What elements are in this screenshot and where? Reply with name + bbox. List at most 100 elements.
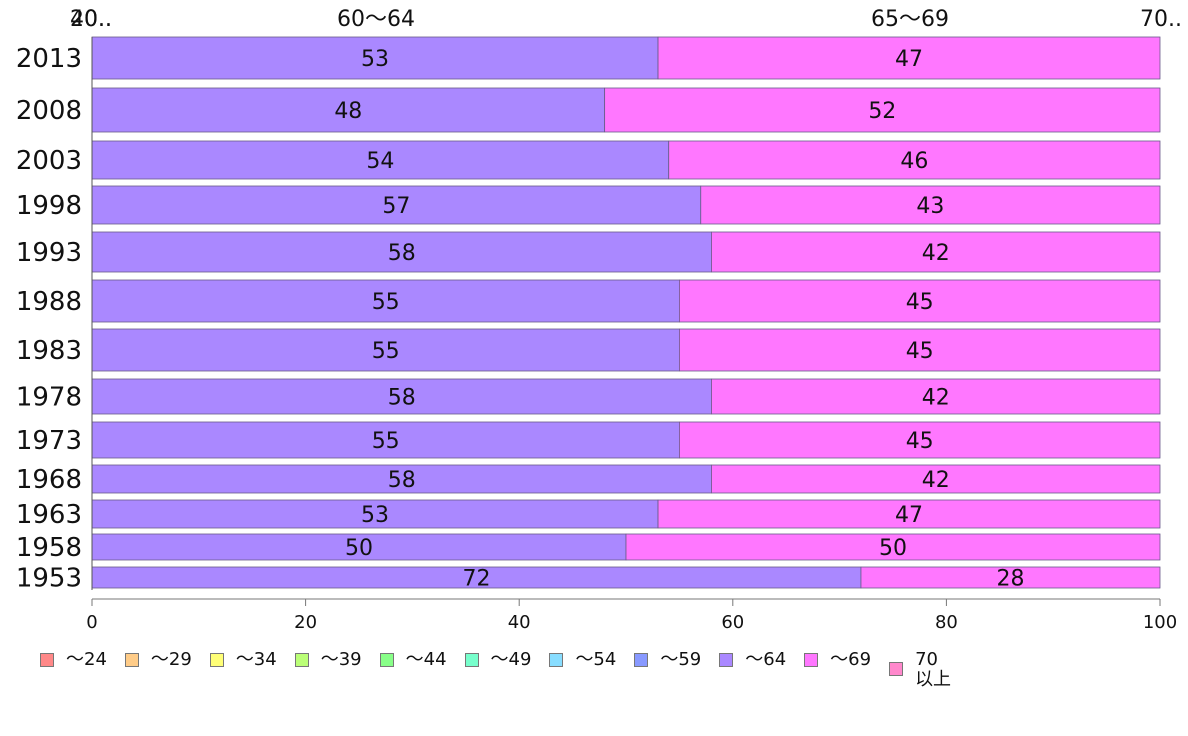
legend-swatch xyxy=(379,653,394,667)
x-tick-label: 80 xyxy=(935,612,958,633)
legend-item: 〜39 xyxy=(294,649,362,670)
data-label-1983-series-1: 45 xyxy=(906,339,934,364)
bar-2008-series-1 xyxy=(604,87,1161,133)
legend-label: 〜39 xyxy=(320,649,362,670)
bar-1963-series-0 xyxy=(91,499,659,529)
legend-swatch xyxy=(294,653,309,667)
bar-1958-series-0 xyxy=(91,533,627,561)
data-label-1958-series-0: 50 xyxy=(345,536,373,561)
legend-label: 〜64 xyxy=(745,649,787,670)
top-series-label: 60〜64 xyxy=(337,7,415,32)
data-label-1988-series-0: 55 xyxy=(372,290,400,315)
data-label-2003-series-1: 46 xyxy=(900,149,928,174)
legend: 〜24 〜29 〜34 〜39 〜44 〜49 〜54 〜59 〜64 〜69 70 以上 xyxy=(40,650,969,690)
stacked-bar-chart: 20..40.. 60〜64 65〜69 70.. 53 47 48 52 54 46 57 43 5… xyxy=(16,7,1182,633)
y-tick-label: 1978 xyxy=(16,383,82,413)
bars: 53 47 48 52 54 46 57 43 58 42 55 45 55 45 58 42 55 45 58 42… xyxy=(91,36,1161,592)
legend-item: 〜44 xyxy=(379,649,447,670)
data-label-1993-series-0: 58 xyxy=(388,241,416,266)
data-label-1963-series-1: 47 xyxy=(895,503,923,528)
legend-swatch xyxy=(889,662,904,676)
top-series-label: 40.. xyxy=(70,7,112,32)
bar-2008-series-0 xyxy=(91,87,606,133)
bar-1988-series-0 xyxy=(91,279,680,323)
data-label-2008-series-0: 48 xyxy=(334,99,362,124)
legend-swatch xyxy=(719,653,734,667)
data-label-1993-series-1: 42 xyxy=(922,241,950,266)
data-label-1963-series-0: 53 xyxy=(361,503,389,528)
y-tick-label: 1988 xyxy=(16,287,82,317)
legend-swatch xyxy=(124,653,139,667)
bar-2013-series-1 xyxy=(657,36,1161,80)
x-tick-label: 20 xyxy=(294,612,317,633)
legend-label: 〜59 xyxy=(660,649,702,670)
x-tick-label: 0 xyxy=(86,612,97,633)
legend-item: 〜24 xyxy=(40,650,107,670)
x-tick-label: 40 xyxy=(508,612,531,633)
data-label-1998-series-1: 43 xyxy=(916,194,944,219)
legend-item: 〜64 xyxy=(719,650,786,670)
top-series-label: 70.. xyxy=(1140,7,1182,32)
legend-item: 〜49 xyxy=(464,649,532,670)
legend-item: 〜69 xyxy=(804,650,871,670)
legend-label: 〜54 xyxy=(575,649,617,670)
y-tick-label: 1968 xyxy=(16,465,82,495)
bar-1978-series-1 xyxy=(711,378,1161,415)
data-label-1983-series-0: 55 xyxy=(372,339,400,364)
bar-2003-series-1 xyxy=(668,140,1161,180)
legend-item: 〜59 xyxy=(634,650,701,670)
bar-1998-series-1 xyxy=(700,185,1161,225)
data-label-1988-series-1: 45 xyxy=(906,290,934,315)
data-label-1953-series-0: 72 xyxy=(462,567,490,592)
data-label-1978-series-1: 42 xyxy=(922,386,950,411)
y-tick-label: 1993 xyxy=(16,238,82,268)
legend-label: 〜44 xyxy=(405,649,447,670)
bar-1968-series-1 xyxy=(711,464,1161,494)
legend-item: 〜54 xyxy=(549,650,616,670)
y-tick-label: 2013 xyxy=(16,44,82,74)
legend-item: 〜29 xyxy=(124,650,192,670)
data-label-1973-series-1: 45 xyxy=(906,429,934,454)
bar-1988-series-1 xyxy=(679,279,1161,323)
y-tick-label: 2008 xyxy=(16,96,82,126)
bar-1953-series-1 xyxy=(860,566,1161,589)
bar-1983-series-1 xyxy=(679,328,1161,372)
y-axis-labels: 2013 2008 2003 1998 1993 1988 1983 1978 1973 1968… xyxy=(16,44,82,594)
data-label-1968-series-0: 58 xyxy=(388,468,416,493)
legend-item: 70 以上 xyxy=(889,650,951,690)
data-label-2003-series-0: 54 xyxy=(366,149,394,174)
legend-swatch xyxy=(40,653,54,667)
top-series-label: 20.. xyxy=(70,7,112,32)
data-label-2013-series-1: 47 xyxy=(895,47,923,72)
data-label-1968-series-1: 42 xyxy=(922,468,950,493)
legend-label: 〜24 xyxy=(66,649,107,670)
y-tick-label: 2003 xyxy=(16,146,82,176)
legend-item: 〜34 xyxy=(209,649,277,670)
legend-swatch xyxy=(549,653,564,667)
data-label-1958-series-1: 50 xyxy=(879,536,907,561)
bar-1978-series-0 xyxy=(91,378,712,415)
legend-label: 〜34 xyxy=(235,649,277,670)
legend-label: 〜69 xyxy=(830,649,872,670)
bar-1963-series-1 xyxy=(657,499,1161,529)
legend-swatch xyxy=(634,653,649,667)
bar-1973-series-0 xyxy=(91,421,680,459)
data-label-1998-series-0: 57 xyxy=(382,194,410,219)
top-series-label: 65〜69 xyxy=(871,7,949,32)
bar-2003-series-0 xyxy=(91,140,670,180)
data-label-2008-series-1: 52 xyxy=(868,99,896,124)
bar-1958-series-1 xyxy=(625,533,1161,561)
y-tick-label: 1983 xyxy=(16,336,82,366)
x-tick-label: 100 xyxy=(1143,612,1177,633)
data-label-1978-series-0: 58 xyxy=(388,386,416,411)
y-tick-label: 1963 xyxy=(16,500,82,530)
y-tick-label: 1973 xyxy=(16,426,82,456)
bar-1993-series-1 xyxy=(711,231,1161,273)
x-axis: 0 20 40 60 80 100 xyxy=(86,37,1177,633)
legend-label: 〜49 xyxy=(490,649,532,670)
x-tick-label: 60 xyxy=(721,612,744,633)
y-tick-label: 1953 xyxy=(16,564,82,594)
legend-swatch xyxy=(209,653,224,667)
bar-2013-series-0 xyxy=(91,36,659,80)
legend-label: 70 以上 xyxy=(915,649,952,690)
